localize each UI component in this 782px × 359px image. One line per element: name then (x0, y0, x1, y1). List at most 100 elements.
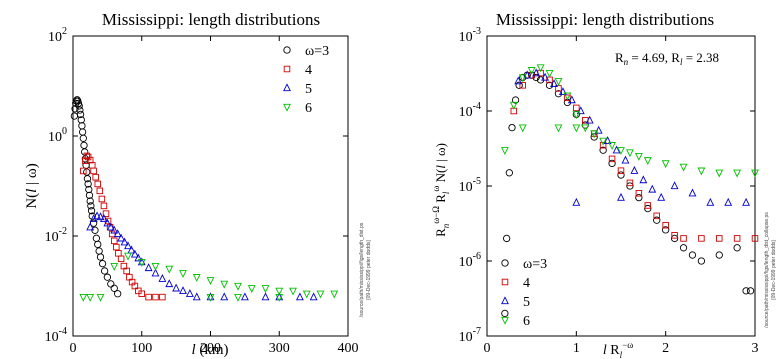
right-x-tick-label: 0 (484, 341, 491, 356)
left-data-point (94, 240, 102, 249)
left-x-tick-label: 400 (338, 341, 359, 356)
right-data-point (635, 190, 643, 197)
right-data-point (608, 159, 616, 168)
right-data-point (706, 197, 715, 206)
right-data-point (662, 226, 670, 234)
right-data-point (634, 153, 643, 161)
right-y-tick-label: 10-6 (459, 251, 481, 270)
right-chart: Mississippi: length distributions 10-310… (431, 10, 777, 359)
left-data-point (113, 229, 122, 238)
right-data-point (653, 216, 661, 224)
left-data-point (124, 252, 132, 261)
left-data-point (104, 217, 112, 225)
left-data-point (87, 202, 95, 210)
left-data-point (86, 222, 95, 231)
right-data-point (518, 124, 527, 133)
right-data-point (626, 179, 634, 187)
right-data-point (671, 232, 678, 239)
right-legend: ω=3 4 5 6 (501, 257, 547, 329)
right-data-point (617, 171, 625, 179)
left-data-point (96, 293, 105, 302)
left-data-point (145, 293, 152, 301)
left-x-axis: 0 100 200 300 400 (70, 36, 359, 356)
left-legend-label: 5 (305, 82, 312, 97)
left-data-point (302, 290, 311, 299)
left-data-point (83, 168, 91, 176)
right-x-tick-label: 1 (573, 341, 580, 356)
left-legend-label: 4 (305, 63, 312, 78)
right-data-point (733, 244, 741, 252)
left-data-point (100, 267, 109, 275)
left-x-tick-label: 200 (200, 341, 221, 356)
right-legend-label: ω=3 (523, 257, 547, 272)
left-data-point (159, 293, 166, 301)
left-data-point (100, 202, 108, 210)
left-data-point (92, 173, 99, 181)
left-markers (70, 96, 339, 302)
right-data-point (715, 169, 724, 178)
left-data-point (107, 280, 115, 288)
left-data-point (98, 195, 106, 203)
right-data-point (581, 124, 590, 133)
left-legend-marker (283, 65, 291, 73)
right-data-point (541, 72, 549, 81)
right-data-point (590, 133, 598, 141)
right-data-point (573, 104, 580, 112)
right-y-axis: 10-3 10-4 10-5 10-6 10-7 (459, 26, 755, 345)
right-data-point (576, 106, 585, 115)
right-data-point (688, 188, 697, 197)
left-y-axis: 102 100 10-2 10-4 (45, 26, 348, 345)
left-data-point (172, 283, 181, 292)
left-data-point (152, 293, 159, 301)
left-data-point (220, 292, 229, 301)
right-data-point (670, 181, 679, 190)
right-data-point (643, 157, 652, 166)
right-data-point (742, 197, 750, 206)
left-data-point (151, 262, 160, 271)
right-data-point (662, 221, 669, 229)
left-data-point (75, 102, 83, 110)
right-side-note-path: /source/path/mississippi/figs/length_dis… (764, 212, 770, 328)
left-legend-marker (283, 83, 291, 92)
right-data-point (509, 101, 518, 110)
left-data-point (85, 191, 94, 200)
left-data-point (84, 180, 92, 188)
left-data-point (110, 237, 118, 245)
right-data-point (742, 287, 750, 295)
right-data-point (590, 130, 599, 139)
left-data-point (95, 247, 103, 255)
right-data-point (550, 79, 558, 88)
left-data-point (206, 293, 215, 302)
left-data-point (206, 277, 215, 286)
left-y-label: N(l | ω) (24, 163, 40, 208)
left-data-point (113, 243, 120, 251)
right-data-point (688, 251, 697, 259)
right-data-point (572, 197, 581, 206)
left-data-point (94, 180, 101, 188)
left-data-point (117, 255, 125, 263)
left-y-tick-label: 10-2 (45, 226, 67, 245)
right-data-point (733, 235, 741, 242)
left-data-point (106, 222, 115, 231)
left-legend-marker (283, 46, 291, 54)
right-data-point (545, 69, 554, 78)
right-data-point (626, 149, 634, 158)
right-data-point (698, 235, 705, 242)
left-data-point (90, 167, 97, 175)
left-data-point (117, 233, 126, 242)
left-y-tick-label: 102 (48, 26, 67, 45)
left-data-point (79, 134, 87, 142)
right-data-point (657, 192, 666, 201)
left-data-point (93, 211, 101, 220)
right-data-point (545, 81, 554, 89)
right-data-point (511, 96, 520, 104)
left-data-point (179, 270, 187, 278)
left-legend: ω=3 4 5 6 (283, 44, 329, 116)
right-x-label: l Rl−ω (603, 340, 633, 359)
left-data-point (234, 293, 242, 302)
left-data-point (247, 285, 256, 293)
right-data-point (630, 165, 639, 174)
left-data-point (100, 214, 108, 223)
right-data-point (514, 76, 523, 85)
